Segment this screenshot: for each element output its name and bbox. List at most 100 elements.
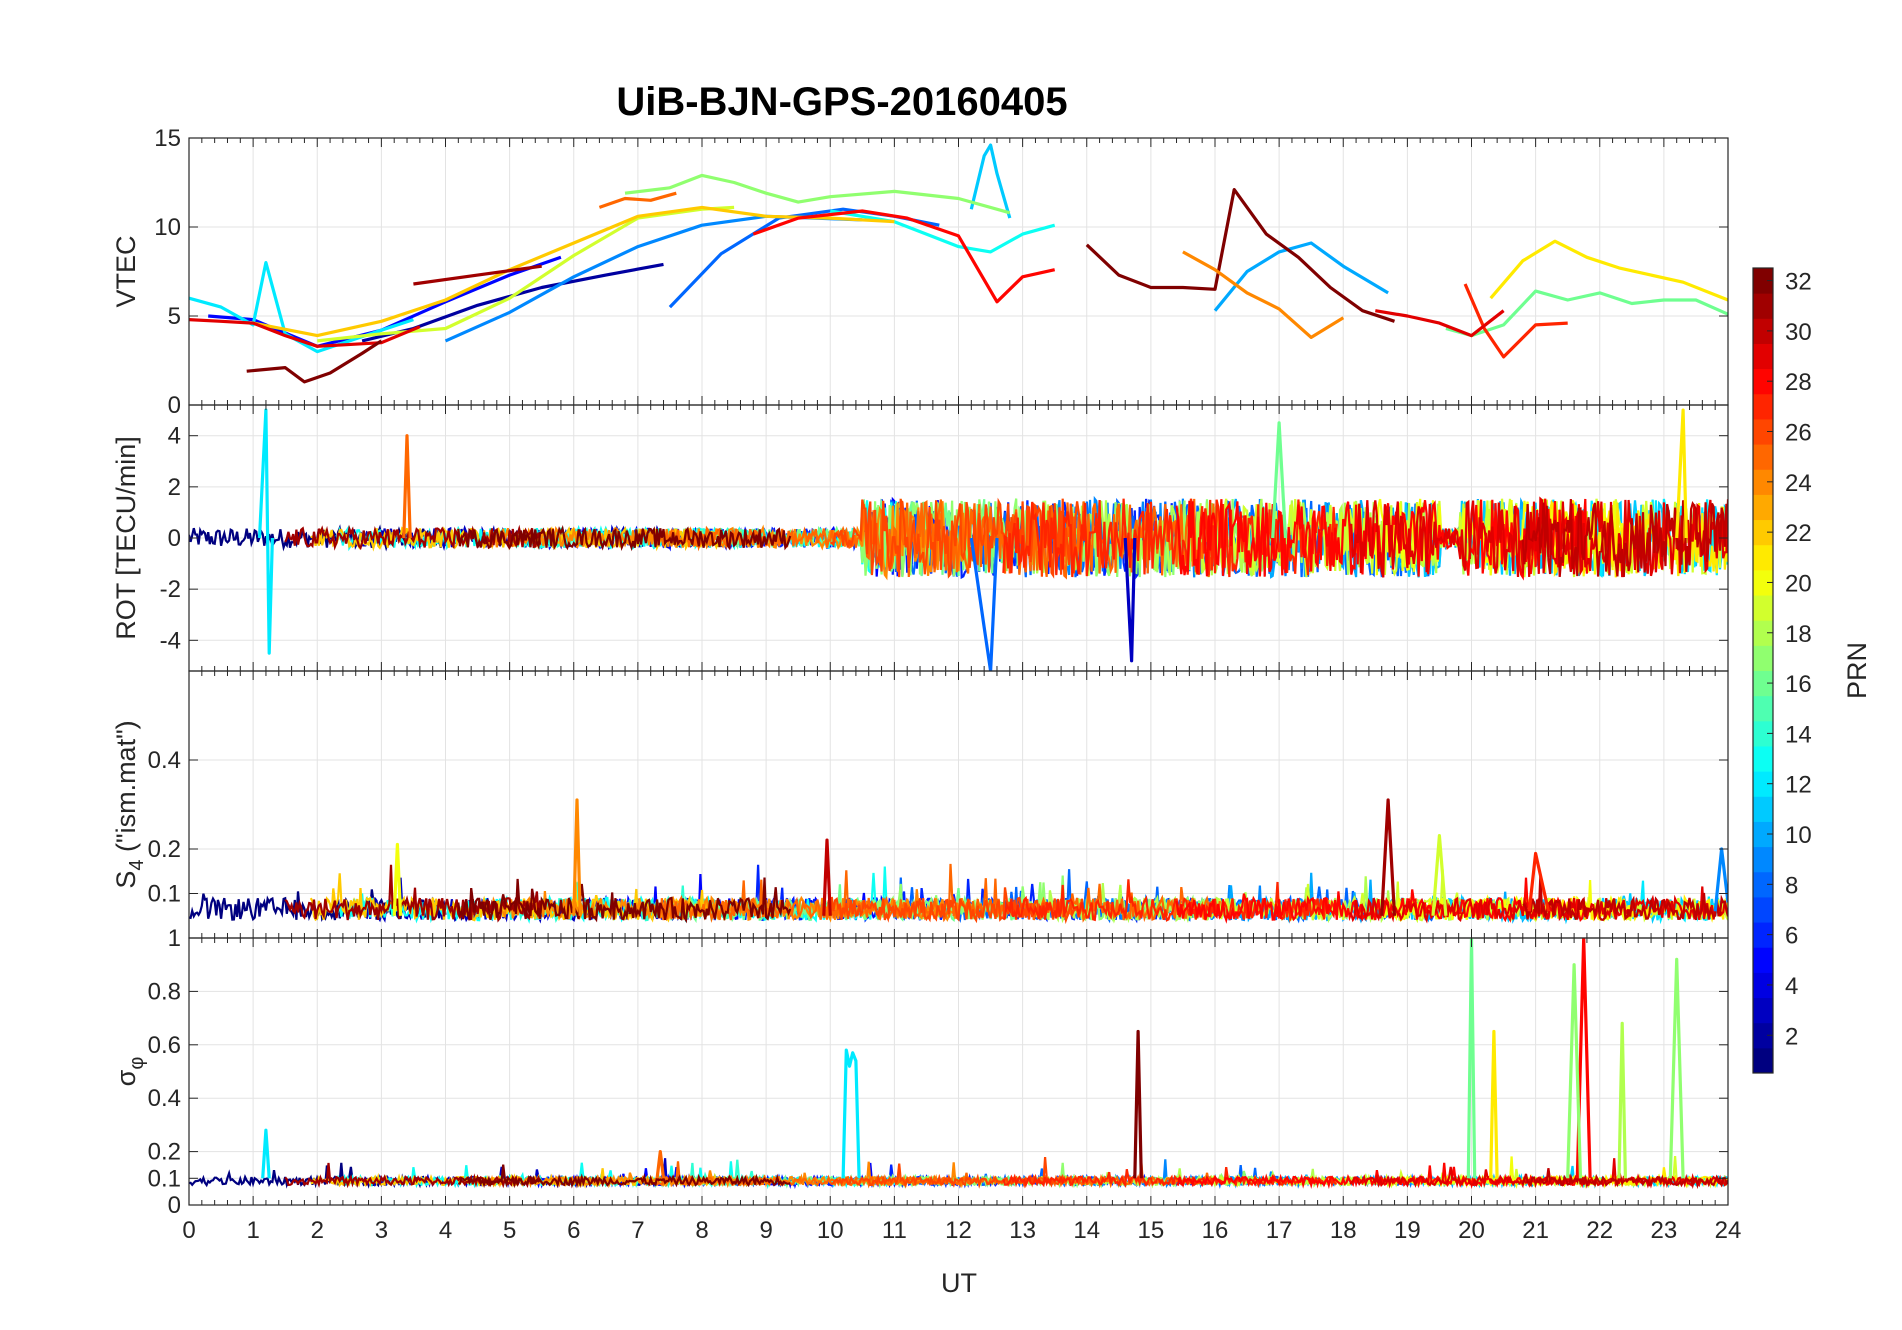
- noise-trace-prn-32: [457, 524, 792, 552]
- series-prn-27: [1527, 851, 1551, 912]
- colorbar-segment: [1753, 922, 1773, 948]
- series-prn-8: [969, 537, 999, 671]
- y-tick-label: 0.1: [148, 881, 181, 908]
- x-tick-label: 8: [695, 1217, 708, 1244]
- y-tick-label: 0.1: [148, 1165, 181, 1192]
- series-prn-28: [752, 209, 1056, 304]
- x-tick-label: 10: [817, 1217, 844, 1244]
- x-tick-label: 12: [945, 1217, 972, 1244]
- series-prn-24: [572, 798, 582, 916]
- panel-vtec-data: [189, 143, 1728, 384]
- series-prn-16: [1271, 421, 1288, 539]
- y-tick-label: 0.4: [148, 1085, 181, 1112]
- colorbar-segment: [1753, 1047, 1773, 1074]
- series-prn-17: [1566, 963, 1583, 1179]
- colorbar-tick-label: 24: [1785, 470, 1812, 497]
- series-prn-20: [392, 842, 403, 916]
- colorbar-segment: [1753, 620, 1773, 646]
- x-tick-label: 5: [503, 1217, 516, 1244]
- colorbar-tick-label: 18: [1785, 621, 1812, 648]
- x-tick-label: 21: [1522, 1217, 1549, 1244]
- chart-title: UiB-BJN-GPS-20160405: [616, 80, 1067, 124]
- y-tick-label: 0.6: [148, 1032, 181, 1059]
- y-tick-label: 2: [168, 474, 181, 501]
- x-tick-label: 24: [1715, 1217, 1742, 1244]
- colorbar-segment: [1753, 293, 1773, 319]
- series-prn-25: [402, 434, 412, 539]
- colorbar-tick-label: 30: [1785, 319, 1812, 346]
- panel-s4: 0.1 0.2 0.4S4 ("ism.mat"): [111, 670, 1729, 939]
- series-prn-22: [252, 205, 895, 338]
- series-prn-27: [1463, 283, 1568, 359]
- colorbar-segment: [1753, 846, 1773, 873]
- panel-sigma_phi: 00.10.2 0.4 0.6 0.8 1 σφ: [111, 925, 1729, 1219]
- noise-trace-prn-32: [457, 1164, 791, 1189]
- series-prn-25: [655, 1150, 666, 1179]
- colorbar-segment: [1753, 695, 1773, 722]
- panel-rot: -4 -2 0 2 4 ROT [TECU/min]: [111, 404, 1729, 672]
- noise-trace-prn-32: [457, 877, 792, 924]
- noise-trace-prn-27: [1002, 1166, 1337, 1189]
- series-prn-16: [1445, 289, 1728, 338]
- y-tick-label: 0.8: [148, 978, 181, 1005]
- noise-trace-prn-30: [1522, 873, 1728, 921]
- y-tick-label: 0: [168, 525, 181, 552]
- x-tick-label: 2: [311, 1217, 324, 1244]
- colorbar-segment: [1753, 418, 1773, 445]
- series-prn-30: [822, 838, 832, 916]
- series-prn-10: [1213, 241, 1389, 312]
- y-axis-label-sigma_phi: σφ: [111, 1057, 148, 1087]
- colorbar-tick-label: 14: [1785, 721, 1812, 748]
- panel-sigma_phi-data: [189, 938, 1728, 1190]
- noise-trace-prn-29: [1349, 1158, 1728, 1189]
- x-tick-label: 3: [375, 1217, 388, 1244]
- y-tick-label: 0: [168, 1192, 181, 1219]
- colorbar-segment: [1753, 745, 1773, 772]
- colorbar-tick-label: 20: [1785, 570, 1812, 597]
- noise-trace-prn-29: [1349, 496, 1728, 578]
- series-prn-21: [1489, 239, 1728, 302]
- colorbar-segment: [1753, 947, 1773, 973]
- colorbar-tick-label: 16: [1785, 671, 1812, 698]
- y-tick-label: 0.4: [148, 747, 181, 774]
- colorbar-segment: [1753, 771, 1773, 797]
- y-tick-label: 0.2: [148, 1139, 181, 1166]
- x-tick-label: 15: [1138, 1217, 1165, 1244]
- series-prn-29: [1375, 309, 1505, 338]
- colorbar-segment: [1753, 368, 1773, 395]
- y-tick-label: 0.2: [148, 836, 181, 863]
- colorbar-segment: [1753, 595, 1773, 621]
- y-axis-label-vtec: VTEC: [111, 235, 141, 307]
- noise-trace-prn-30: [1521, 1166, 1728, 1190]
- series-prn-12: [257, 408, 274, 655]
- x-tick-label: 7: [631, 1217, 644, 1244]
- x-tick-label: 17: [1266, 1217, 1293, 1244]
- colorbar-segment: [1753, 393, 1773, 420]
- x-tick-label: 13: [1009, 1217, 1036, 1244]
- x-tick-label: 14: [1073, 1217, 1100, 1244]
- noise-trace-prn-26: [830, 1157, 1087, 1189]
- colorbar-segment: [1753, 469, 1773, 495]
- x-tick-label: 9: [759, 1217, 772, 1244]
- panel-vtec: 0 5 10 15 VTEC: [111, 125, 1729, 419]
- colorbar-segment: [1753, 444, 1773, 470]
- y-tick-label: -4: [160, 627, 181, 654]
- y-tick-label: 1: [168, 925, 181, 952]
- colorbar-segment: [1753, 494, 1773, 521]
- x-tick-label: 11: [882, 1217, 907, 1244]
- series-prn-24: [1182, 250, 1345, 339]
- y-tick-label: 4: [168, 423, 181, 450]
- colorbar-segment: [1753, 343, 1773, 370]
- series-prn-19: [1431, 834, 1448, 916]
- panel-s4-data: [189, 798, 1728, 925]
- colorbar-segment: [1753, 569, 1773, 596]
- panel-rot-data: [189, 408, 1728, 671]
- colorbar-tick-label: 22: [1785, 520, 1812, 547]
- noise-trace-prn-31: [284, 1162, 542, 1189]
- series-prn-16: [1466, 938, 1477, 1179]
- colorbar-segment: [1753, 796, 1773, 822]
